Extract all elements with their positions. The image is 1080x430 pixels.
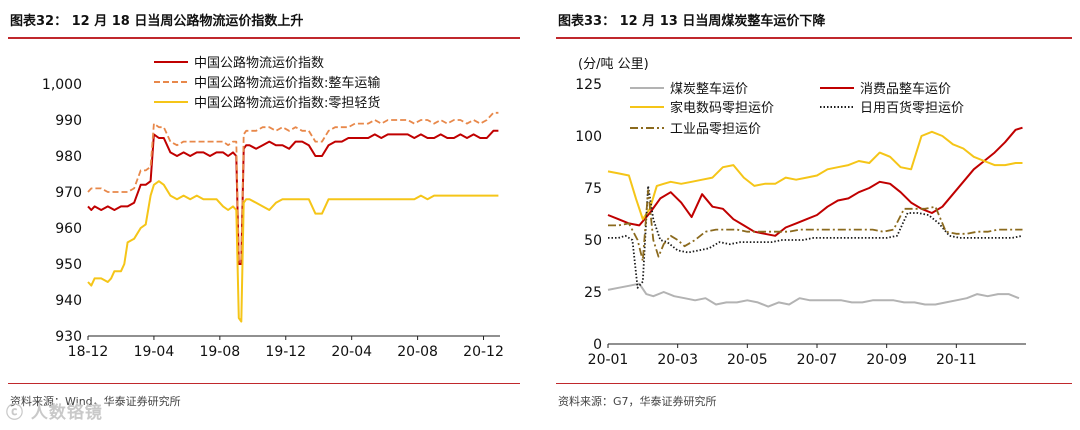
left-xtick-label: 18-12: [68, 344, 109, 360]
right-legend-label-3: 日用百货零担运价: [860, 100, 964, 116]
right-series-line-1: [607, 126, 1023, 237]
left-ytick-label: 1,000: [42, 77, 82, 93]
right-series-line-3: [608, 184, 1023, 289]
left-ytick-label: 980: [55, 149, 82, 165]
right-series-line-2: [607, 130, 1023, 221]
right-xtick-label: 20-11: [936, 352, 977, 368]
right-xtick-label: 20-09: [866, 352, 907, 368]
left-chart-source: 资料来源：Wind，华泰证券研究所: [10, 395, 181, 408]
right-chart-panel: 图表33： 12 月 13 日当周煤炭整车运价下降 (分/吨 公里) 0 25 50 7…: [548, 0, 1080, 430]
left-ytick-label: 950: [55, 257, 82, 273]
right-series-line-4: [608, 189, 1023, 262]
left-ytick-label: 940: [55, 293, 82, 309]
right-source-rule: [556, 383, 1072, 384]
left-legend-label-0: 中国公路物流运价指数: [194, 55, 324, 71]
right-legend-label-1: 消费品整车运价: [860, 81, 951, 97]
left-chart-title: 图表32： 12 月 18 日当周公路物流运价指数上升: [10, 14, 304, 29]
left-chart-panel: 图表32： 12 月 18 日当周公路物流运价指数上升 930 940 950 960…: [0, 0, 528, 430]
left-source-rule: [8, 383, 520, 384]
right-y-unit-label: (分/吨 公里): [578, 57, 649, 72]
left-ytick-label: 960: [55, 221, 82, 237]
left-xtick-label: 19-08: [199, 344, 240, 360]
right-legend-label-0: 煤炭整车运价: [670, 81, 748, 97]
right-chart-source: 资料来源：G7，华泰证券研究所: [558, 395, 717, 408]
watermark-logo: ⓒ 人数铬镜: [6, 403, 103, 423]
right-series-line-0: [607, 282, 1020, 308]
left-xtick-label: 20-12: [463, 344, 504, 360]
left-series-line-1: [87, 111, 499, 262]
left-legend-label-1: 中国公路物流运价指数:整车运输: [194, 75, 380, 91]
right-xtick-label: 20-07: [797, 352, 838, 368]
left-ytick-label: 990: [55, 113, 82, 129]
right-xtick-label: 20-03: [657, 352, 698, 368]
right-ytick-label: 50: [584, 233, 602, 249]
right-ytick-label: 0: [593, 337, 602, 353]
left-series-line-0: [87, 129, 499, 265]
left-title-rule: [8, 37, 520, 39]
left-legend-label-2: 中国公路物流运价指数:零担轻货: [194, 95, 380, 111]
right-chart-title: 图表33： 12 月 13 日当周煤炭整车运价下降: [558, 14, 826, 29]
left-xtick-label: 20-08: [397, 344, 438, 360]
watermark-text: 人数铬镜: [30, 403, 103, 423]
left-ytick-label: 970: [55, 185, 82, 201]
right-xtick-label: 20-01: [588, 352, 629, 368]
left-xtick-label: 19-04: [134, 344, 175, 360]
right-ytick-label: 75: [584, 181, 602, 197]
right-chart-svg: (分/吨 公里) 0 25 50 75 100 125 20-01 20-03 20-05 20-0…: [575, 57, 1026, 368]
left-xtick-label: 19-12: [265, 344, 306, 360]
right-xtick-label: 20-05: [727, 352, 768, 368]
right-ytick-label: 100: [575, 129, 602, 145]
right-ytick-label: 125: [575, 77, 602, 93]
right-legend-label-2: 家电数码零担运价: [670, 100, 774, 116]
left-series-line-2: [87, 180, 499, 323]
right-ytick-label: 25: [584, 285, 602, 301]
left-xtick-label: 20-04: [331, 344, 372, 360]
right-legend-label-4: 工业品零担运价: [670, 122, 761, 137]
left-ytick-label: 930: [55, 329, 82, 345]
left-chart-svg: 930 940 950 960 970 980 990 1,000 18-12 19-04 19-0…: [42, 55, 504, 360]
right-title-rule: [556, 37, 1072, 39]
